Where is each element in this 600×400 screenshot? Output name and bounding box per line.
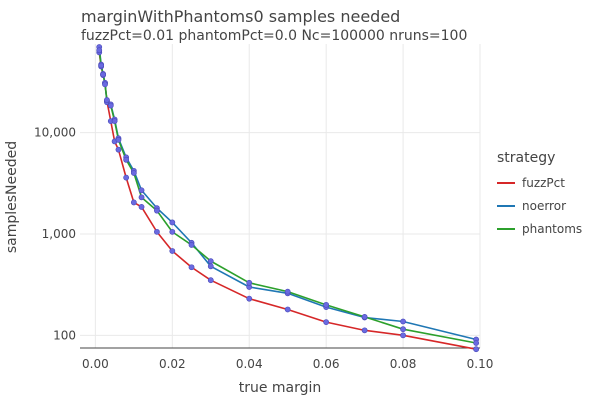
data-point xyxy=(102,81,108,88)
data-point xyxy=(188,242,195,248)
data-point xyxy=(130,199,137,206)
data-point xyxy=(246,295,253,302)
data-point xyxy=(473,340,480,346)
data-point xyxy=(115,136,122,143)
legend-label: noerror xyxy=(522,199,566,213)
chart-title: marginWithPhantoms0 samples needed xyxy=(81,7,400,26)
series-lines xyxy=(96,44,480,353)
legend: strategy fuzzPct noerror phantoms xyxy=(497,150,582,236)
data-point xyxy=(138,187,145,194)
series-line-fuzzPct xyxy=(98,52,477,350)
data-point xyxy=(400,318,406,325)
legend-label: phantoms xyxy=(522,222,582,236)
data-point xyxy=(400,332,406,339)
data-point xyxy=(138,204,145,210)
data-point xyxy=(207,277,214,284)
data-point xyxy=(123,156,130,163)
data-point xyxy=(123,174,130,181)
axis-ticks: 0.00 0.02 0.04 0.06 0.08 0.10 100 1,000 10,000 xyxy=(34,126,493,371)
data-point xyxy=(284,288,291,295)
data-point xyxy=(154,228,160,235)
x-axis-title: true margin xyxy=(239,380,322,396)
data-point xyxy=(400,326,406,333)
x-tick-label: 0.02 xyxy=(159,357,186,371)
data-point xyxy=(473,346,480,353)
y-tick-label: 10,000 xyxy=(34,126,76,140)
data-point xyxy=(169,248,176,254)
data-point xyxy=(323,319,330,326)
x-tick-label: 0.04 xyxy=(236,357,263,371)
x-tick-label: 0.08 xyxy=(390,357,417,371)
x-tick-label: 0.06 xyxy=(313,357,340,371)
data-point xyxy=(100,71,106,78)
data-point xyxy=(323,301,330,308)
data-point xyxy=(188,264,195,271)
data-point xyxy=(154,207,160,214)
data-point xyxy=(169,228,176,235)
data-point xyxy=(115,146,122,153)
y-axis-title: samplesNeeded xyxy=(4,141,20,253)
x-tick-label: 0.10 xyxy=(467,357,494,371)
y-tick-label: 1,000 xyxy=(42,227,76,241)
legend-title: strategy xyxy=(497,150,555,166)
data-point xyxy=(111,118,118,125)
data-point xyxy=(246,279,253,286)
data-point xyxy=(284,306,291,313)
data-point xyxy=(138,194,145,201)
data-point xyxy=(207,258,214,265)
series-line-phantoms xyxy=(98,50,477,344)
data-point xyxy=(169,219,176,226)
data-point xyxy=(361,327,368,334)
legend-label: fuzzPct xyxy=(522,176,565,190)
data-point xyxy=(361,314,368,320)
data-point xyxy=(96,47,103,54)
data-point xyxy=(104,97,110,103)
data-point xyxy=(98,62,105,69)
data-point xyxy=(130,170,137,176)
y-tick-label: 100 xyxy=(53,328,76,342)
x-tick-label: 0.00 xyxy=(82,357,109,371)
chart-subtitle: fuzzPct=0.01 phantomPct=0.0 Nc=100000 nr… xyxy=(81,28,467,44)
grid-lines xyxy=(80,44,481,349)
data-point xyxy=(107,102,114,109)
data-point xyxy=(207,263,214,270)
